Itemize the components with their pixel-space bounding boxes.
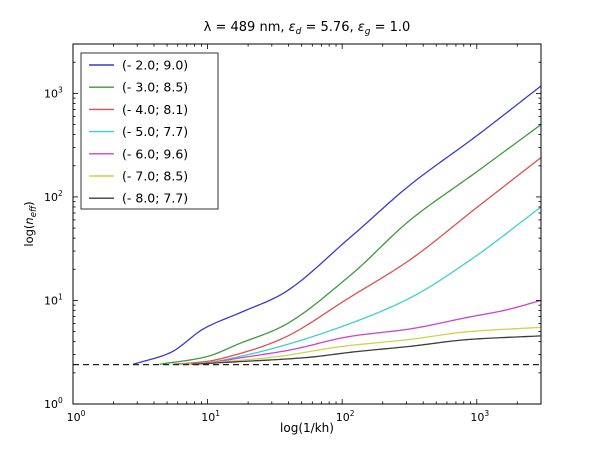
legend-item: (- 6.0; 9.6) <box>89 146 188 161</box>
x-tick-label: 101 <box>201 409 220 424</box>
series-line-7 <box>191 335 541 365</box>
legend-label: (- 5.0; 7.7) <box>122 124 188 139</box>
ticks-layer <box>72 44 541 405</box>
series-line-5 <box>185 299 541 365</box>
axes-layer <box>72 43 542 405</box>
y-tick-label: 101 <box>44 292 63 307</box>
y-axis-label: log(neff) <box>22 201 39 246</box>
legend-item: (- 2.0; 9.0) <box>89 58 188 73</box>
x-tick-label: 103 <box>470 409 489 424</box>
legend-label: (- 2.0; 9.0) <box>122 58 188 73</box>
legend: (- 2.0; 9.0) (- 3.0; 8.5) (- 4.0; 8.1) (- 5… <box>80 52 219 210</box>
x-tick-label: 102 <box>336 409 355 424</box>
x-tick-label: 100 <box>67 409 86 424</box>
series-line-1 <box>132 85 541 365</box>
y-tick-label: 102 <box>44 189 63 204</box>
chart-title: λ = 489 nm, εd = 5.76, εg = 1.0 <box>204 20 411 37</box>
legend-label: (- 4.0; 8.1) <box>122 102 188 117</box>
legend-label: (- 8.0; 7.7) <box>122 191 188 206</box>
legend-item: (- 8.0; 7.7) <box>89 191 188 206</box>
series-line-2 <box>159 124 541 365</box>
plot-area-border <box>72 43 542 405</box>
legend-item: (- 3.0; 8.5) <box>89 80 188 95</box>
legend-label: (- 6.0; 9.6) <box>122 146 188 161</box>
legend-item: (- 5.0; 7.7) <box>89 124 188 139</box>
y-tick-label: 103 <box>44 85 63 100</box>
legend-label: (- 3.0; 8.5) <box>122 80 188 95</box>
curves-layer <box>132 85 541 365</box>
legend-item: (- 4.0; 8.1) <box>89 102 188 117</box>
x-axis-label: log(1/kh) <box>280 421 334 435</box>
legend-label: (- 7.0; 8.5) <box>122 169 188 184</box>
y-tick-label: 100 <box>44 396 63 411</box>
series-line-6 <box>188 326 541 365</box>
series-line-3 <box>172 157 541 365</box>
tick-labels-layer: 100 101 102 103 100 101 102 103 <box>44 85 489 424</box>
series-line-4 <box>180 206 541 365</box>
legend-item: (- 7.0; 8.5) <box>89 169 188 184</box>
